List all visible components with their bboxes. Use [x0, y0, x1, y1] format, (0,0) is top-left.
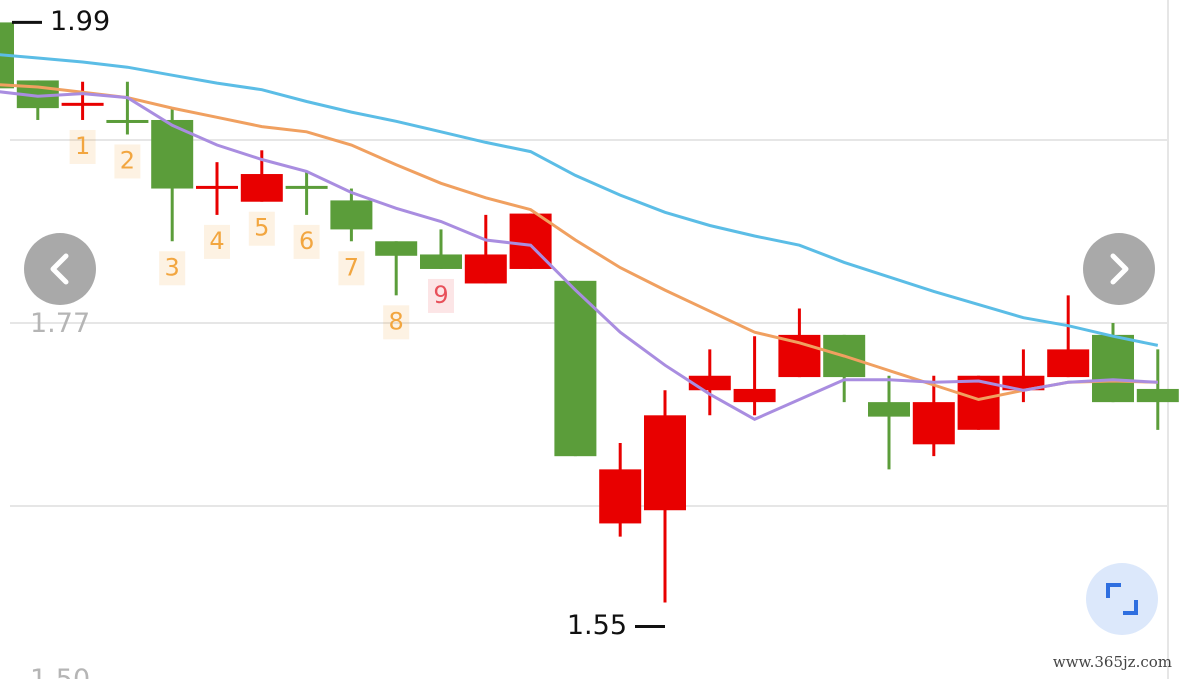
candle-body — [554, 280, 597, 457]
signal-badge — [383, 305, 410, 340]
signal-badge — [338, 251, 365, 286]
signal-label: 9 — [433, 281, 448, 309]
signal-badge — [248, 211, 275, 246]
y-tick-label: 1.77 — [30, 308, 90, 339]
signal-badge — [428, 278, 454, 313]
candle-body — [778, 334, 821, 378]
candle-body — [285, 185, 328, 189]
max-label: 1.99 — [50, 6, 110, 37]
candle-body — [1047, 349, 1090, 378]
candle-body — [196, 185, 238, 189]
candle-body — [375, 241, 418, 256]
signal-badge — [204, 224, 230, 259]
candle-body — [330, 200, 373, 230]
candle-body — [599, 469, 642, 524]
signal-label: 5 — [254, 214, 269, 242]
candle-body — [240, 174, 283, 202]
candle-body — [106, 119, 149, 123]
candle-body — [464, 254, 507, 284]
prev-button[interactable] — [24, 233, 96, 305]
plot: 1.77 1.50 1 2 3 4 5 6 7 8 9 1.99 1.55 — [0, 6, 1179, 679]
fullscreen-button[interactable] — [1086, 563, 1158, 635]
candle-body — [912, 402, 955, 445]
signal-label: 7 — [344, 253, 359, 281]
moving-average-line — [0, 90, 1158, 421]
moving-average-line — [0, 53, 1159, 347]
signal-label: 6 — [299, 227, 314, 255]
candle-body — [420, 254, 462, 269]
signal-badge — [69, 129, 96, 164]
min-label: 1.55 — [567, 610, 627, 641]
watermark: www.365jz.com — [1053, 653, 1172, 671]
signal-badge — [114, 144, 141, 179]
candle-body — [1136, 388, 1179, 403]
candle-body — [1092, 334, 1134, 403]
signal-label: 1 — [75, 132, 90, 160]
candle-body — [644, 415, 686, 511]
signal-label: 3 — [165, 253, 180, 281]
candle-body — [61, 102, 104, 106]
candle-body — [733, 388, 776, 403]
y-tick-label: 1.50 — [30, 664, 90, 679]
signal-label: 8 — [389, 307, 404, 335]
signal-badge — [159, 251, 186, 286]
signal-badge — [293, 224, 320, 259]
signal-label: 2 — [120, 146, 135, 174]
signal-label: 4 — [209, 227, 224, 255]
moving-average-line — [0, 83, 1158, 402]
next-button[interactable] — [1083, 233, 1155, 305]
candle-body — [868, 402, 910, 417]
